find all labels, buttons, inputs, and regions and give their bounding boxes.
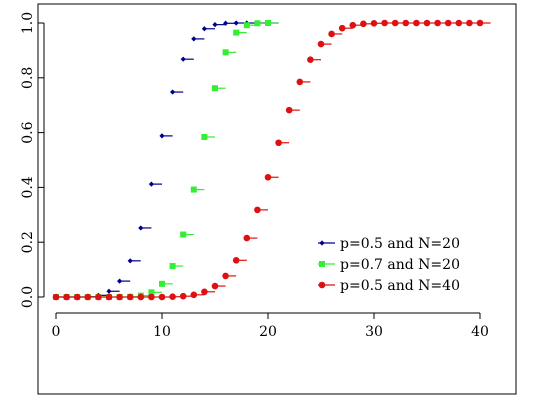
data-point: [254, 206, 261, 214]
data-point: [296, 78, 304, 86]
data-point: [455, 19, 463, 27]
data-point: [423, 19, 431, 27]
data-point: [264, 173, 272, 181]
data-point: [232, 256, 240, 264]
data-point: [434, 19, 441, 27]
x-tick-label: 0: [52, 324, 61, 340]
data-point: [233, 20, 239, 26]
data-point: [190, 291, 198, 299]
data-point: [127, 258, 133, 264]
data-point: [84, 293, 92, 301]
data-point: [317, 40, 325, 48]
data-point: [254, 20, 261, 27]
series-3: [52, 19, 491, 301]
data-point: [158, 293, 166, 301]
plot-frame: [37, 3, 517, 395]
axes: 0 10 20 30 40 0.0 0.2 0.4 0.6 0.8 1.0: [20, 12, 489, 340]
y-tick-label: 0.6: [20, 121, 36, 143]
x-tick-label: 30: [365, 324, 383, 340]
data-point: [444, 19, 452, 27]
data-point: [180, 56, 186, 62]
data-point: [285, 106, 293, 114]
data-point: [148, 181, 154, 187]
data-point: [381, 19, 388, 27]
x-tick-label: 20: [259, 324, 277, 340]
data-point: [243, 22, 250, 29]
x-tick-label: 10: [153, 324, 171, 340]
data-point: [201, 133, 208, 140]
data-point: [212, 85, 218, 92]
data-point: [191, 36, 197, 42]
series-1: [53, 20, 279, 300]
data-point: [190, 186, 197, 193]
legend-marker: [319, 261, 325, 267]
data-point: [106, 288, 112, 294]
data-point: [243, 234, 251, 242]
series-layer: [52, 19, 491, 301]
data-point: [233, 29, 240, 36]
data-point: [223, 20, 229, 26]
legend-label: p=0.7 and N=20: [340, 257, 460, 273]
data-point: [370, 19, 378, 27]
data-point: [307, 56, 314, 64]
data-point: [73, 293, 81, 301]
y-tick-label: 0.2: [20, 231, 36, 253]
data-point: [349, 21, 357, 29]
data-point: [476, 19, 484, 27]
series-2: [53, 20, 279, 300]
data-point: [413, 19, 420, 27]
data-point: [360, 20, 367, 28]
data-point: [222, 272, 229, 280]
legend-marker: [319, 240, 325, 246]
legend-label: p=0.5 and N=20: [340, 236, 460, 252]
data-point: [211, 282, 219, 290]
data-point: [212, 22, 218, 28]
data-point: [201, 26, 207, 32]
y-tick-label: 0.0: [20, 286, 36, 308]
data-point: [138, 225, 144, 231]
data-point: [95, 293, 102, 301]
data-point: [170, 89, 176, 95]
data-point: [105, 293, 113, 301]
data-point: [148, 289, 155, 296]
data-point: [52, 293, 60, 301]
data-point: [159, 280, 165, 287]
legend-marker: [318, 281, 326, 289]
legend: p=0.5 and N=20 p=0.7 and N=20 p=0.5 and N=…: [318, 236, 460, 294]
data-point: [391, 19, 399, 27]
legend-label: p=0.5 and N=40: [340, 278, 460, 294]
data-point: [338, 24, 346, 32]
data-point: [466, 19, 473, 27]
data-point: [328, 30, 335, 38]
data-point: [117, 278, 123, 284]
data-point: [201, 288, 208, 296]
data-point: [265, 20, 271, 26]
data-point: [148, 293, 155, 301]
data-point: [63, 293, 70, 301]
data-point: [180, 231, 187, 238]
data-point: [137, 293, 145, 301]
data-point: [169, 263, 176, 270]
data-point: [126, 293, 134, 301]
data-point: [159, 133, 165, 139]
data-point: [222, 49, 229, 56]
x-tick-label: 40: [471, 324, 489, 340]
y-tick-label: 0.4: [20, 176, 36, 198]
data-point: [402, 19, 410, 27]
data-point: [116, 293, 123, 301]
y-tick-label: 1.0: [20, 12, 36, 34]
data-point: [169, 293, 176, 301]
data-point: [275, 139, 282, 147]
data-point: [179, 292, 187, 300]
y-tick-label: 0.8: [20, 67, 36, 89]
